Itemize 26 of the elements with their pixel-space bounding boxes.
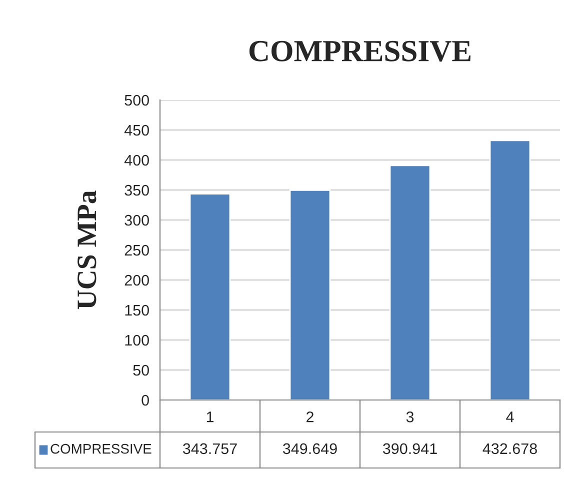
y-tick-label: 400	[124, 154, 149, 166]
legend-label: COMPRESSIVE	[50, 444, 152, 454]
y-tick-label: 200	[124, 274, 149, 286]
y-tick-label: 100	[125, 334, 149, 346]
chart-title: COMPRESSIVE	[249, 40, 470, 62]
y-tick-label: 350	[124, 184, 149, 196]
y-tick-label: 50	[133, 364, 149, 376]
bar	[189, 193, 231, 400]
data-label: 390.941	[382, 443, 437, 454]
bar	[489, 140, 531, 400]
y-tick-label: 150	[125, 304, 149, 316]
bar	[389, 164, 431, 400]
x-tick-label: 2	[306, 412, 314, 422]
data-label: 343.757	[182, 443, 237, 454]
y-tick-label: 300	[124, 214, 149, 226]
x-tick-label: 4	[506, 412, 514, 422]
x-tick-label: 3	[406, 412, 414, 422]
x-tick-label: 1	[206, 412, 214, 422]
bar	[289, 190, 331, 400]
data-label: 349.649	[282, 443, 337, 454]
y-tick-label: 0	[142, 394, 149, 406]
data-label: 432.678	[482, 443, 537, 454]
y-tick-label: 450	[124, 124, 149, 136]
y-tick-label: 250	[124, 244, 149, 256]
y-tick-label: 500	[124, 94, 149, 106]
y-axis-title: UCS MPa	[78, 190, 96, 310]
